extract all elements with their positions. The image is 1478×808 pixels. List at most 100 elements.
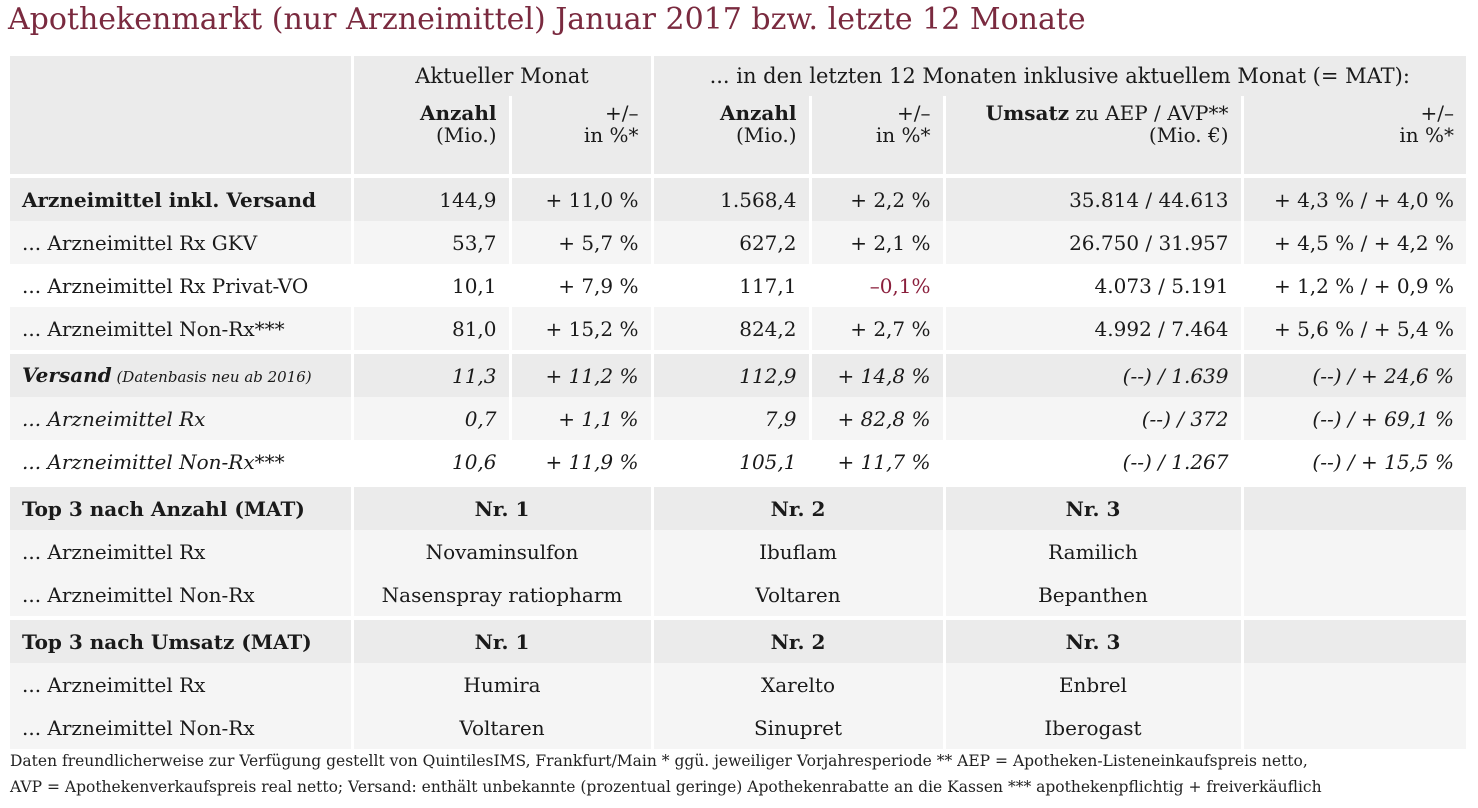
header-umsatz: Umsatz zu AEP / AVP** (Mio. €) (944, 96, 1244, 176)
table-cell: + 1,2 % / + 0,9 % (1242, 264, 1466, 307)
table-row: ... Arzneimittel Rx GKV 53,7 + 5,7 % 627,… (10, 221, 1466, 264)
top-anzahl-header: Top 3 nach Anzahl (MAT) Nr. 1 Nr. 2 Nr. … (10, 483, 1466, 530)
table-cell: 10,1 (352, 264, 512, 307)
table-cell: 117,1 (652, 264, 812, 307)
table-cell: (--) / 372 (944, 397, 1244, 440)
table-cell: + 82,8 % (810, 397, 946, 440)
table-cell: Voltaren (352, 706, 654, 749)
footnote-line-1: Daten freundlicherweise zur Verfügung ge… (10, 752, 1308, 770)
table-cell: Bepanthen (944, 573, 1244, 618)
table-cell: 627,2 (652, 221, 812, 264)
table-cell: Iberogast (944, 706, 1244, 749)
table-row: ... Arzneimittel Non-Rx*** 81,0 + 15,2 % … (10, 307, 1466, 352)
table-cell: 10,6 (352, 440, 512, 485)
table-cell (10, 96, 354, 176)
table-cell: 0,7 (352, 397, 512, 440)
table-cell (1242, 706, 1466, 749)
table-cell: Novaminsulfon (352, 530, 654, 573)
table-cell: ... Arzneimittel Rx (10, 663, 354, 706)
versand-row: Versand (Datenbasis neu ab 2016) 11,3 + 1… (10, 350, 1466, 397)
table-cell: 4.992 / 7.464 (944, 307, 1244, 352)
table-cell: Voltaren (652, 573, 946, 618)
table-cell: Humira (352, 663, 654, 706)
table-cell: Nr. 3 (944, 483, 1244, 530)
negative-value: –0,1% (810, 264, 946, 307)
table-cell: 144,9 (352, 174, 512, 221)
table-cell: + 11,2 % (510, 350, 654, 397)
table-cell: Top 3 nach Anzahl (MAT) (10, 483, 354, 530)
page-title: Apothekenmarkt (nur Arzneimittel) Januar… (8, 2, 1086, 37)
header-column-row: Anzahl (Mio.) +/– in %* Anzahl (Mio.) +/– in… (10, 96, 1466, 176)
table-cell: Enbrel (944, 663, 1244, 706)
table-cell: (--) / + 24,6 % (1242, 350, 1466, 397)
table-cell: Ibuflam (652, 530, 946, 573)
table-cell: ... Arzneimittel Rx (10, 530, 354, 573)
table-cell: + 7,9 % (510, 264, 654, 307)
table-cell: Nr. 1 (352, 483, 654, 530)
table-cell: 1.568,4 (652, 174, 812, 221)
table-cell: Nr. 3 (944, 616, 1244, 663)
table-row: ... Arzneimittel Rx 0,7 + 1,1 % 7,9 + 82,8… (10, 397, 1466, 440)
table-cell (1242, 573, 1466, 618)
table-cell: Ramilich (944, 530, 1244, 573)
table-cell: + 14,8 % (810, 350, 946, 397)
table-cell: Nr. 2 (652, 483, 946, 530)
table-cell: (--) / + 15,5 % (1242, 440, 1466, 485)
header-change: +/– in %* (510, 96, 654, 176)
header-group-row: Aktueller Monat ... in den letzten 12 Mo… (10, 56, 1466, 96)
table-cell: ... Arzneimittel Non-Rx (10, 706, 354, 749)
table-cell: + 1,1 % (510, 397, 654, 440)
table-cell: Top 3 nach Umsatz (MAT) (10, 616, 354, 663)
table-cell: + 11,9 % (510, 440, 654, 485)
table-cell: 11,3 (352, 350, 512, 397)
table-row: ... Arzneimittel Non-Rx*** 10,6 + 11,9 % … (10, 440, 1466, 485)
table-cell: ... Arzneimittel Non-Rx*** (10, 440, 354, 485)
footnote-line-2: AVP = Apothekenverkaufspreis real netto;… (10, 778, 1322, 796)
table-cell: + 11,7 % (810, 440, 946, 485)
table-cell: + 4,3 % / + 4,0 % (1242, 174, 1466, 221)
table-cell: 53,7 (352, 221, 512, 264)
header-anzahl: Anzahl (Mio.) (352, 96, 512, 176)
table-cell: Arzneimittel inkl. Versand (10, 174, 354, 221)
table-cell: Xarelto (652, 663, 946, 706)
table-cell (1242, 663, 1466, 706)
table-cell (1242, 616, 1466, 663)
table-cell: ... Arzneimittel Rx GKV (10, 221, 354, 264)
table-row: ... Arzneimittel Non-Rx Voltaren Sinupre… (10, 706, 1466, 749)
table-cell: (--) / 1.267 (944, 440, 1244, 485)
table-cell: 105,1 (652, 440, 812, 485)
footnote: Daten freundlicherweise zur Verfügung ge… (10, 748, 1322, 800)
table-cell: + 2,2 % (810, 174, 946, 221)
header-change-mat: +/– in %* (810, 96, 946, 176)
table-cell: (--) / 1.639 (944, 350, 1244, 397)
table-cell (1242, 483, 1466, 530)
top-umsatz-header: Top 3 nach Umsatz (MAT) Nr. 1 Nr. 2 Nr. … (10, 616, 1466, 663)
header-umsatz-change: +/– in %* (1242, 96, 1466, 176)
table-cell: ... Arzneimittel Non-Rx (10, 573, 354, 618)
table-cell: Nasenspray ratiopharm (352, 573, 654, 618)
table-cell: 7,9 (652, 397, 812, 440)
table-row: ... Arzneimittel Non-Rx Nasenspray ratio… (10, 573, 1466, 618)
table-cell: ... Arzneimittel Non-Rx*** (10, 307, 354, 352)
table-cell: 35.814 / 44.613 (944, 174, 1244, 221)
table-cell: 81,0 (352, 307, 512, 352)
table-row: ... Arzneimittel Rx Humira Xarelto Enbre… (10, 663, 1466, 706)
table-row: ... Arzneimittel Rx Privat-VO 10,1 + 7,9 … (10, 264, 1466, 307)
table-cell: Versand (Datenbasis neu ab 2016) (10, 350, 354, 397)
table-cell: ... Arzneimittel Rx Privat-VO (10, 264, 354, 307)
table-cell: 4.073 / 5.191 (944, 264, 1244, 307)
table-cell: + 2,7 % (810, 307, 946, 352)
table-cell: (--) / + 69,1 % (1242, 397, 1466, 440)
market-table: Aktueller Monat ... in den letzten 12 Mo… (10, 56, 1466, 749)
header-mat: ... in den letzten 12 Monaten inklusive … (652, 56, 1466, 96)
table-row: ... Arzneimittel Rx Novaminsulfon Ibufla… (10, 530, 1466, 573)
table-cell: + 11,0 % (510, 174, 654, 221)
table-cell: ... Arzneimittel Rx (10, 397, 354, 440)
table-cell (10, 56, 354, 96)
table-cell: + 4,5 % / + 4,2 % (1242, 221, 1466, 264)
table-cell: Nr. 2 (652, 616, 946, 663)
header-anzahl-mat: Anzahl (Mio.) (652, 96, 812, 176)
table-cell: + 5,6 % / + 5,4 % (1242, 307, 1466, 352)
table-cell: 112,9 (652, 350, 812, 397)
table-cell: 26.750 / 31.957 (944, 221, 1244, 264)
